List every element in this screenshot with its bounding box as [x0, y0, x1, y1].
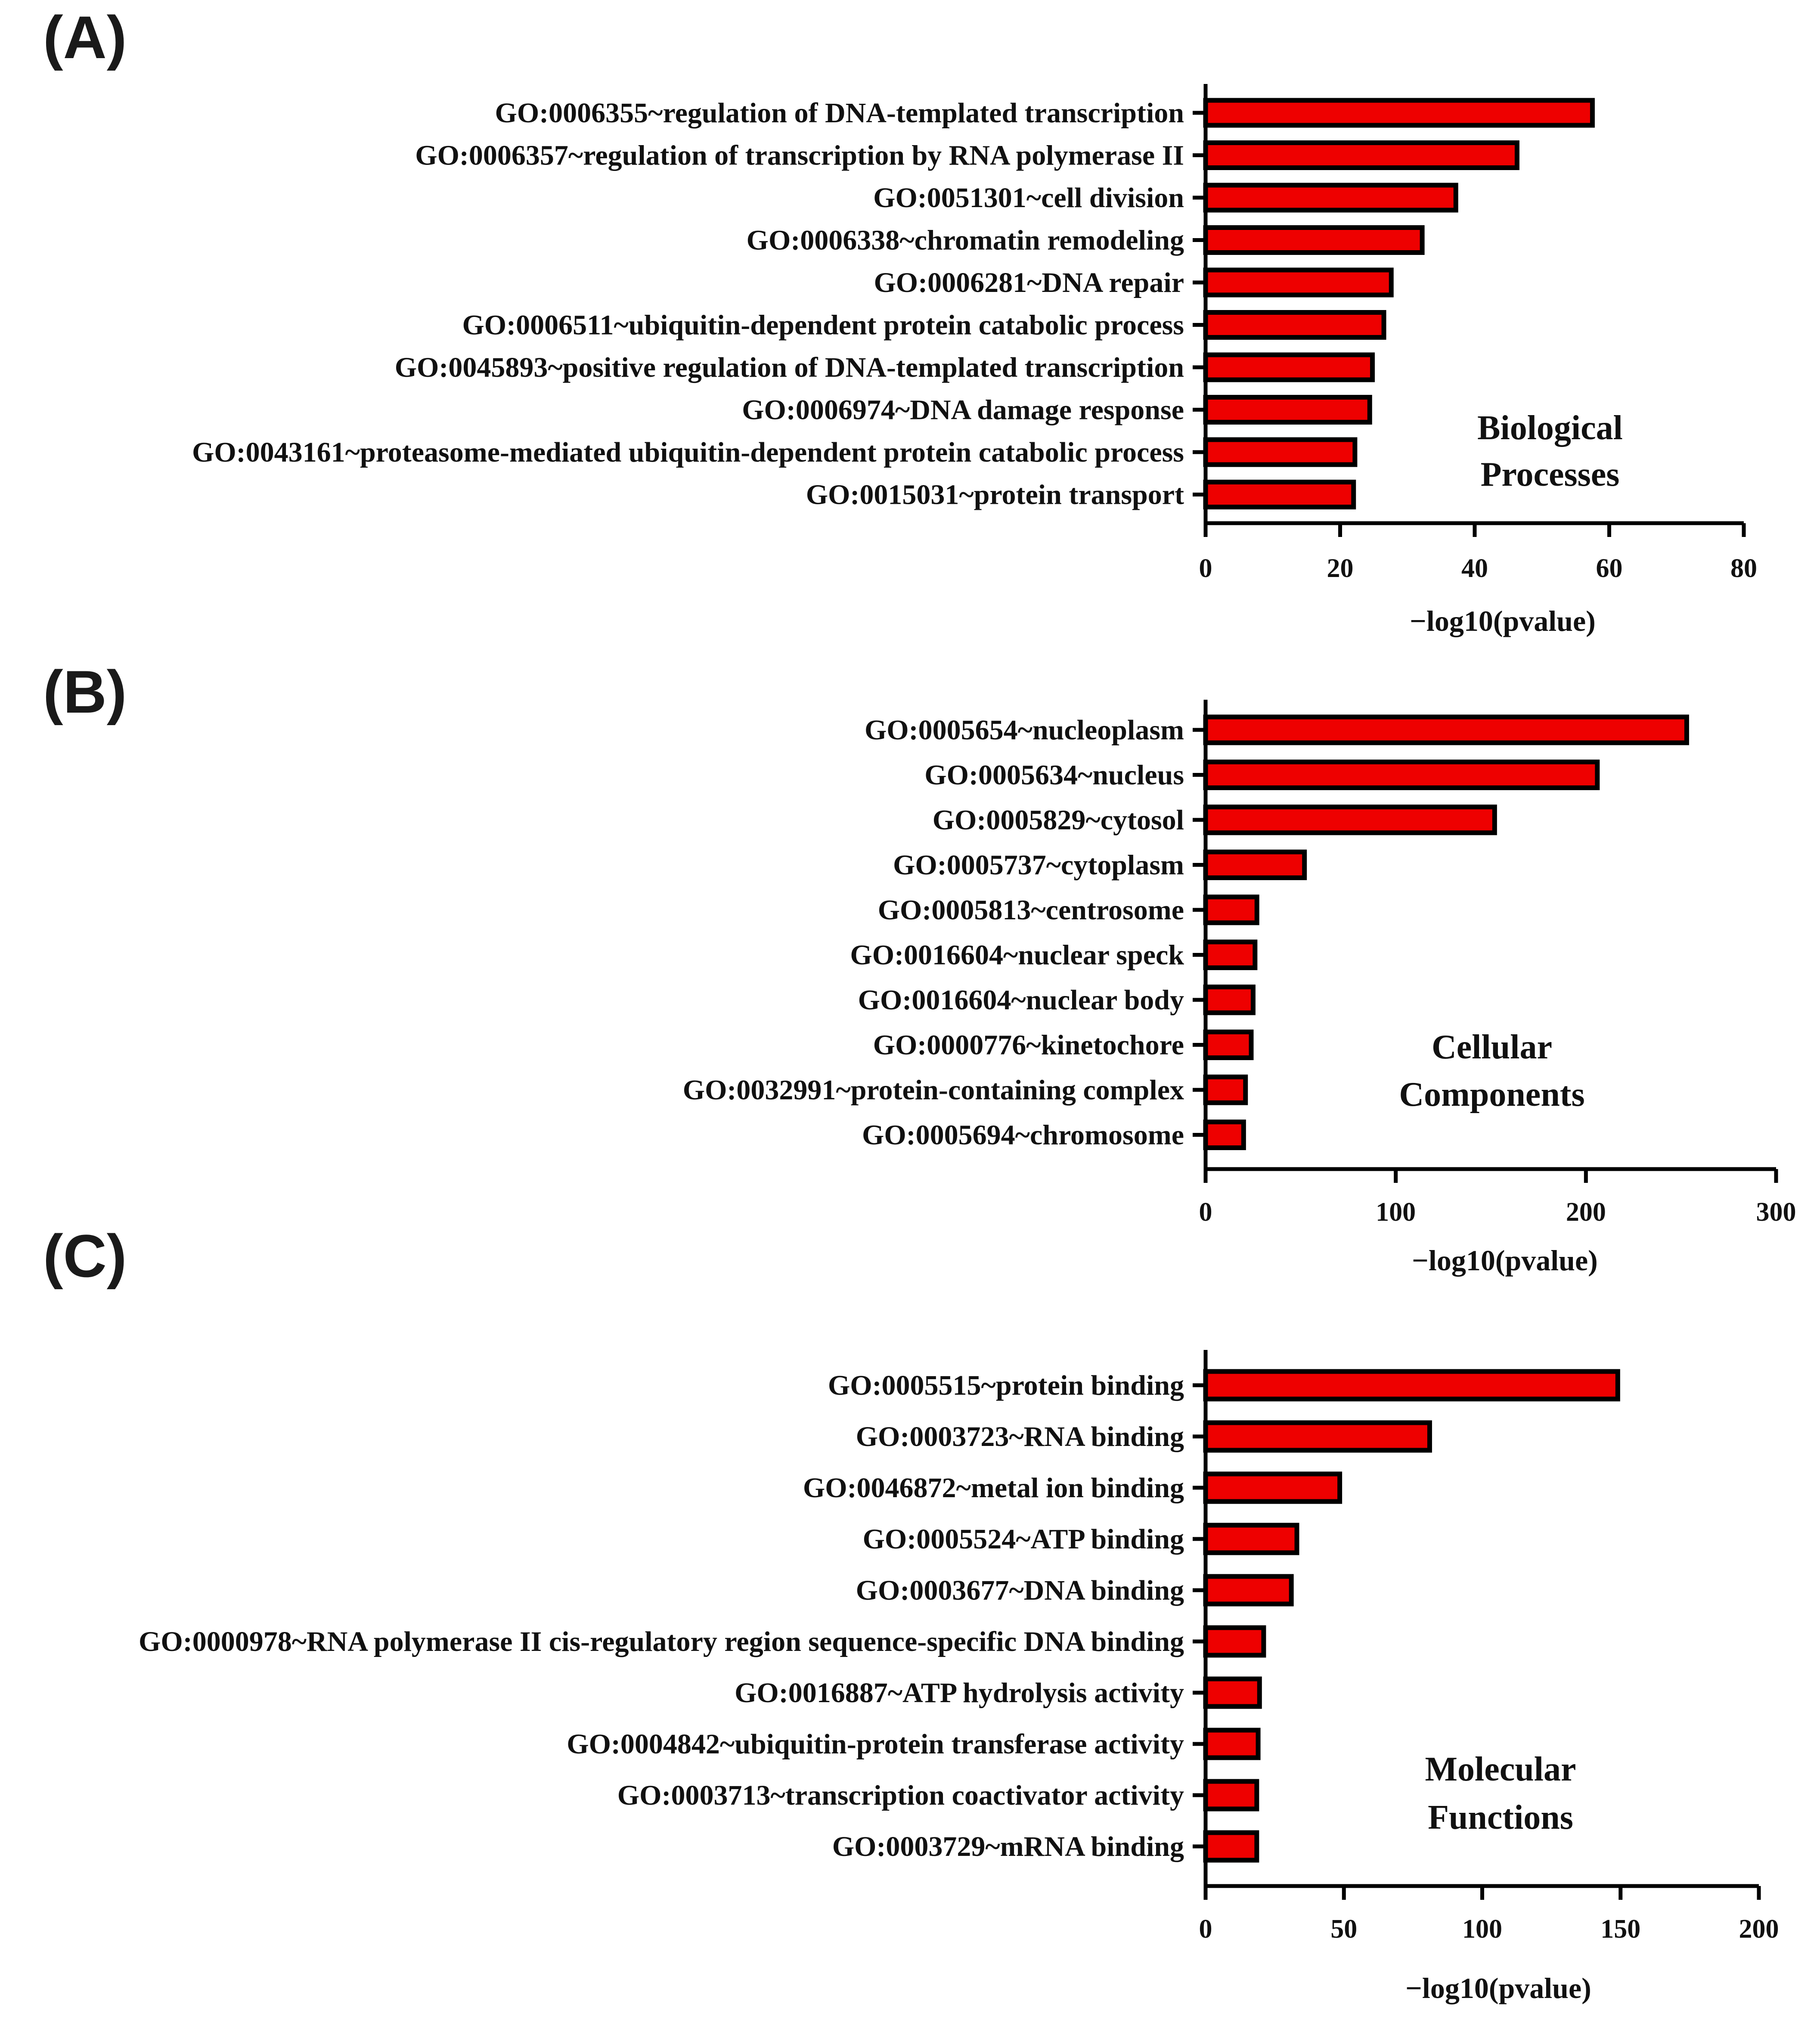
bar [1203, 940, 1258, 970]
category-label: GO:0004842~ubiquitin-protein transferase… [567, 1728, 1184, 1760]
bar [1203, 1369, 1620, 1402]
x-tick-label: 150 [1600, 1914, 1640, 1944]
panel-annotation: Functions [1428, 1799, 1573, 1837]
category-label: GO:0045893~positive regulation of DNA-te… [395, 352, 1184, 383]
category-label: GO:0006355~regulation of DNA-templated t… [495, 97, 1184, 129]
bar [1203, 395, 1372, 425]
bar [1203, 1779, 1259, 1812]
x-tick-label: 200 [1566, 1197, 1606, 1227]
category-label: GO:0046872~metal ion binding [803, 1472, 1184, 1504]
x-axis-title: −log10(pvalue) [1410, 605, 1596, 637]
category-label: GO:0000776~kinetochore [873, 1030, 1184, 1061]
bar [1203, 1120, 1246, 1150]
bar [1203, 804, 1497, 835]
bar [1203, 183, 1458, 213]
category-label: GO:0005829~cytosol [933, 804, 1184, 836]
chart-panel-c: (C) GO:0005515~protein binding GO:0003723~… [43, 1222, 1779, 2004]
x-tick-label: 0 [1199, 1914, 1212, 1944]
bar [1203, 1523, 1299, 1555]
bar [1203, 714, 1689, 745]
x-tick-label: 100 [1462, 1914, 1502, 1944]
panel-annotation: Molecular [1425, 1750, 1576, 1788]
chart-panel-a: (A) GO:0006355~regulation of DNA-template… [43, 3, 1757, 637]
category-label: GO:0003677~DNA binding [856, 1575, 1184, 1606]
category-label: GO:0016604~nuclear body [858, 984, 1184, 1016]
x-tick-label: 60 [1596, 554, 1623, 583]
x-tick-label: 100 [1376, 1197, 1416, 1227]
category-label: GO:0000978~RNA polymerase II cis-regulat… [139, 1626, 1184, 1657]
bar [1203, 437, 1358, 467]
panel-annotation: Processes [1481, 456, 1620, 493]
bar [1203, 1728, 1261, 1760]
bar [1203, 1676, 1262, 1709]
bar [1203, 225, 1425, 255]
category-label: GO:0006338~chromatin remodeling [747, 225, 1184, 256]
bar [1203, 1420, 1432, 1453]
x-tick-label: 300 [1756, 1197, 1796, 1227]
x-axis-title: −log10(pvalue) [1405, 1972, 1591, 2004]
category-label: GO:0005515~protein binding [828, 1370, 1184, 1401]
x-tick-label: 0 [1199, 1197, 1212, 1227]
panel-annotation: Biological [1477, 409, 1623, 447]
category-label: GO:0006511~ubiquitin-dependent protein c… [462, 310, 1184, 341]
x-tick-label: 80 [1730, 554, 1757, 583]
panel-annotation: Components [1399, 1076, 1584, 1114]
bar [1203, 1074, 1248, 1105]
bar [1203, 98, 1595, 128]
category-label: GO:0006281~DNA repair [874, 267, 1184, 298]
category-label: GO:0003729~mRNA binding [832, 1831, 1184, 1862]
bar [1203, 1830, 1259, 1863]
bar [1203, 1030, 1254, 1060]
bar [1203, 760, 1600, 790]
x-tick-label: 200 [1739, 1914, 1779, 1944]
bar [1203, 310, 1386, 340]
category-label: GO:0005634~nucleus [924, 760, 1184, 791]
chart-panel-b: (B) GO:0005654~nucleoplasm GO:0005634~nucl… [43, 658, 1796, 1277]
category-label: GO:0005737~cytoplasm [893, 850, 1184, 881]
category-label: GO:0006974~DNA damage response [742, 394, 1184, 426]
category-label: GO:0032991~protein-containing complex [683, 1074, 1184, 1106]
panel-letter: (C) [43, 1222, 127, 1290]
category-label: GO:0016604~nuclear speck [850, 940, 1184, 971]
category-label: GO:0006357~regulation of transcription b… [415, 140, 1184, 171]
bar [1203, 1625, 1266, 1658]
category-label: GO:0005524~ATP binding [863, 1523, 1184, 1555]
bar [1203, 1574, 1294, 1607]
category-label: GO:0005654~nucleoplasm [865, 714, 1184, 746]
bar [1203, 850, 1307, 880]
bar [1203, 140, 1519, 170]
x-tick-label: 0 [1199, 554, 1212, 583]
bar [1203, 352, 1375, 382]
category-label: GO:0016887~ATP hydrolysis activity [735, 1677, 1184, 1709]
category-label: GO:0003723~RNA binding [856, 1421, 1184, 1452]
bar [1203, 984, 1256, 1015]
category-label: GO:0005813~centrosome [878, 894, 1184, 926]
panel-letter: (B) [43, 658, 127, 726]
bar [1203, 894, 1259, 925]
category-label: GO:0003713~transcription coactivator act… [617, 1780, 1184, 1811]
x-tick-label: 40 [1461, 554, 1488, 583]
x-tick-label: 20 [1327, 554, 1354, 583]
bar [1203, 1471, 1343, 1504]
x-tick-label: 50 [1330, 1914, 1357, 1944]
panel-annotation: Cellular [1432, 1028, 1552, 1066]
bar [1203, 480, 1356, 509]
panel-letter: (A) [43, 3, 127, 71]
category-label: GO:0015031~protein transport [806, 479, 1184, 511]
x-axis-title: −log10(pvalue) [1412, 1244, 1598, 1277]
category-label: GO:0051301~cell division [873, 182, 1184, 214]
bar [1203, 267, 1394, 298]
category-label: GO:0005694~chromosome [862, 1120, 1184, 1151]
category-label: GO:0043161~proteasome-mediated ubiquitin… [192, 437, 1184, 468]
